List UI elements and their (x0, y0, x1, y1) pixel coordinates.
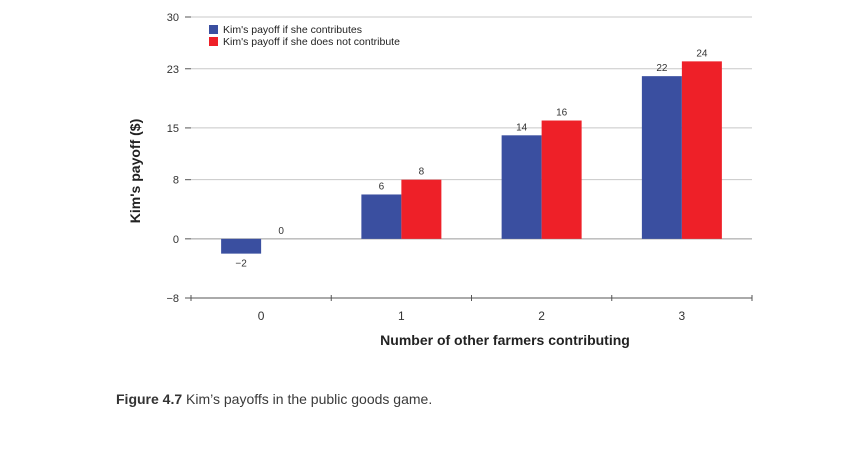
figure-caption-text: Kim’s payoffs in the public goods game. (182, 391, 433, 407)
data-label: 8 (419, 167, 425, 178)
data-label: 22 (656, 63, 668, 74)
bar (641, 76, 682, 239)
data-label: 16 (556, 108, 568, 119)
legend-label: Kim's payoff if she contributes (223, 24, 362, 36)
x-tick-label: 3 (679, 309, 686, 323)
data-labels: −2 6 14 22 0 8 16 24 (235, 48, 707, 269)
y-tick-label: 23 (167, 64, 179, 76)
legend-swatch (209, 37, 218, 46)
bar (541, 120, 582, 239)
figure-caption-label: Figure 4.7 (116, 391, 183, 407)
data-label: 14 (516, 122, 528, 133)
y-tick-label: 15 (167, 123, 179, 135)
data-label: −2 (235, 259, 247, 270)
y-axis-title: Kim's payoff ($) (127, 119, 143, 223)
bar (681, 61, 722, 239)
bars (221, 61, 722, 254)
figure-caption: Figure 4.7 Kim’s payoffs in the public g… (116, 391, 432, 407)
bar (221, 238, 262, 254)
y-tick-label: 30 (167, 12, 179, 24)
bar (401, 179, 442, 239)
y-tick-label: 0 (173, 234, 179, 246)
data-label: 6 (379, 181, 385, 192)
legend-label: Kim's payoff if she does not contribute (223, 36, 400, 48)
x-tick-label: 0 (258, 309, 265, 323)
y-tick-label: 8 (173, 175, 179, 187)
x-tick-label: 2 (538, 309, 545, 323)
bar (501, 135, 542, 239)
legend-swatch (209, 25, 218, 34)
y-tick-label: −8 (166, 293, 179, 305)
x-axis-title: Number of other farmers contributing (380, 332, 630, 348)
data-label: 24 (696, 48, 708, 59)
bar (361, 194, 402, 239)
x-tick-label: 1 (398, 309, 405, 323)
data-label: 0 (278, 226, 284, 237)
